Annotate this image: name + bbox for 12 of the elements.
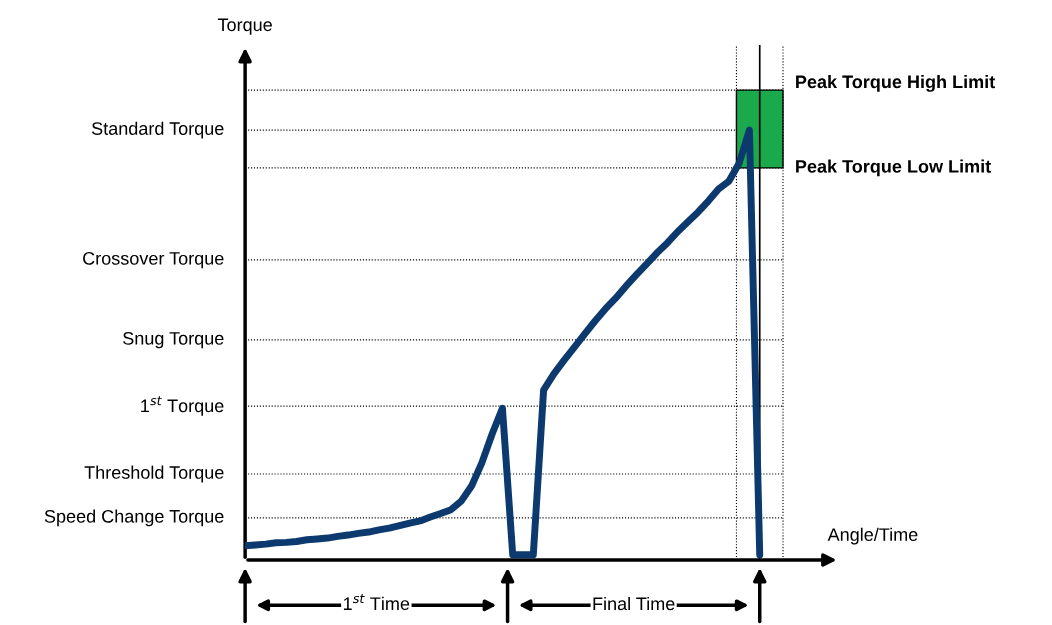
text: Torque: [217, 18, 272, 35]
ref-line-label: Threshold Torque: [84, 465, 224, 483]
ref-line-label: Snug Torque: [123, 331, 224, 349]
ref-line-label: Crossover Torque: [83, 251, 224, 269]
x-axis-title: Angle/Time: [827, 527, 918, 545]
ref-line-label: Peak Torque Low Limit: [796, 159, 991, 177]
ref-line-label: Standard Torque: [91, 121, 224, 139]
text: 1$^{st}$ Time: [343, 594, 410, 611]
ref-line-label: Speed Change Torque: [44, 509, 224, 527]
ref-line-label: Peak Torque High Limit: [796, 74, 995, 92]
ref-line-label: 1$^{st}$ Torque: [141, 396, 224, 416]
text: Final Time: [593, 596, 675, 611]
